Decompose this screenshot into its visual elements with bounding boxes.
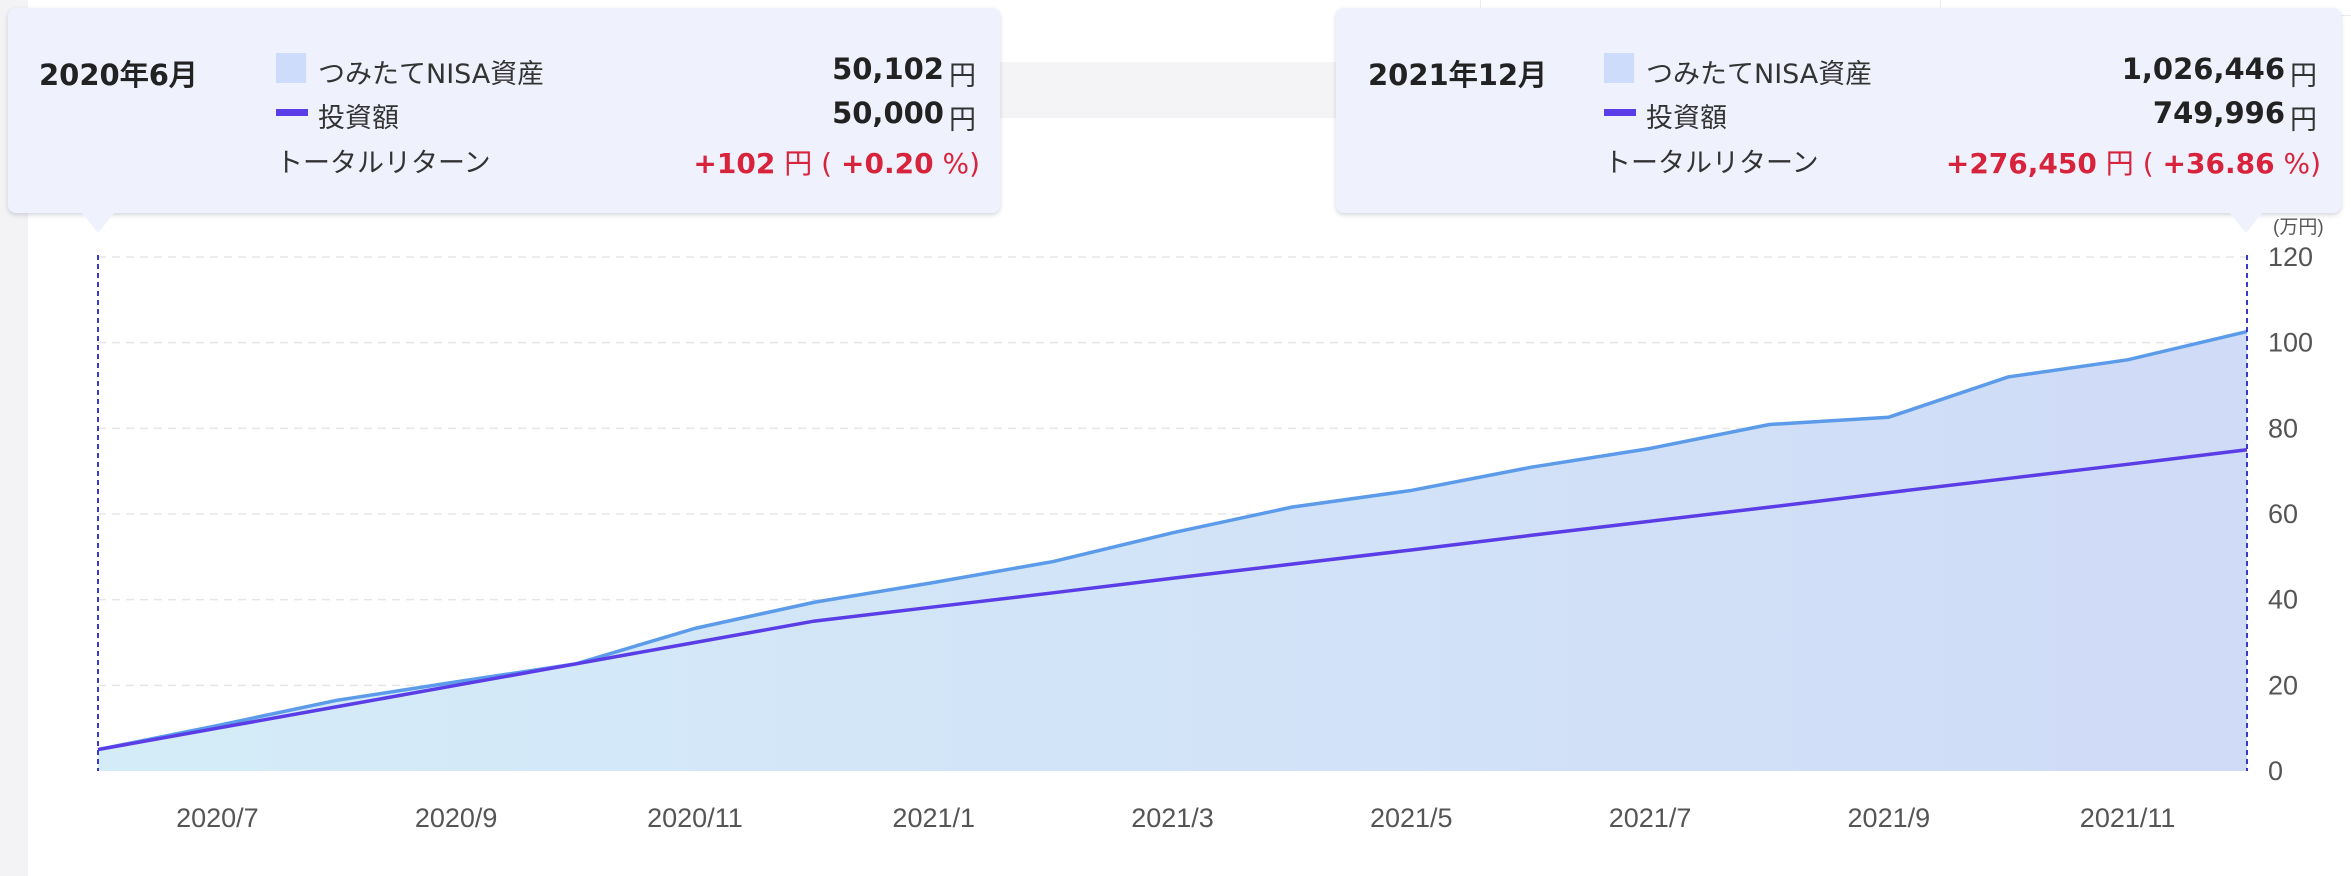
return-paren: ( (2142, 147, 2154, 180)
invest-swatch-icon (276, 109, 308, 116)
invest-unit: 円 (949, 105, 976, 136)
y-tick-label: 80 (2268, 413, 2298, 443)
y-tick-label: 60 (2268, 499, 2298, 529)
series-lines (97, 329, 2248, 752)
tooltip-start: 2020年6月 つみたてNISA資産 50,102 円 投資額 50,000 円… (8, 8, 1000, 233)
return-amount: +102 (693, 147, 776, 180)
invest-label: 投資額 (1646, 103, 1727, 134)
total-return-label: トータルリターン (1604, 148, 1819, 179)
asset-swatch-icon (1604, 53, 1634, 83)
y-axis-unit: (万円) (2273, 217, 2324, 238)
return-unit: 円 (2105, 147, 2134, 180)
invest-value: 50,000 (832, 96, 944, 130)
x-tick-label: 2021/5 (1370, 803, 1453, 833)
investment-series-line (97, 448, 2248, 752)
asset-value: 1,026,446 (2121, 52, 2285, 86)
invest-label: 投資額 (318, 103, 399, 134)
return-amount: +276,450 (1945, 147, 2097, 180)
return-percent-unit: %) (942, 147, 980, 180)
return-paren: ( (821, 147, 833, 180)
tooltip-pointer (82, 213, 114, 233)
hover-cursor-lines (97, 255, 2248, 771)
total-return-value: +276,450 円 ( +36.86 %) (1946, 142, 2321, 182)
y-tick-label: 0 (2268, 756, 2283, 786)
tooltip-end: 2021年12月 つみたてNISA資産 1,026,446 円 投資額 749,… (1336, 8, 2341, 233)
x-tick-label: 2020/11 (647, 803, 743, 833)
asset-series-line (97, 329, 2248, 752)
invest-unit: 円 (2290, 105, 2317, 136)
return-unit: 円 (784, 147, 813, 180)
tooltip-date: 2021年12月 (1368, 58, 1548, 92)
y-tick-label: 120 (2268, 242, 2313, 272)
x-tick-label: 2020/9 (415, 803, 498, 833)
x-tick-label: 2021/9 (1848, 803, 1931, 833)
tooltip-pointer (2230, 213, 2262, 233)
x-axis: 2020/7 2020/9 2020/11 2021/1 2021/3 2021/5 202… (176, 803, 2175, 833)
x-tick-label: 2021/11 (2080, 803, 2176, 833)
tooltip-date: 2020年6月 (39, 58, 198, 92)
return-percent: +0.20 (841, 147, 934, 180)
total-return-label: トータルリターン (276, 148, 491, 179)
asset-label: つみたてNISA資産 (318, 59, 545, 90)
x-tick-label: 2021/3 (1131, 803, 1214, 833)
asset-label: つみたてNISA資産 (1646, 59, 1873, 90)
invest-swatch-icon (1604, 109, 1636, 116)
return-percent: +36.86 (2162, 147, 2275, 180)
y-axis: (万円) 0 20 40 60 80 100 120 (2268, 217, 2324, 786)
x-tick-label: 2020/7 (176, 803, 259, 833)
y-tick-label: 20 (2268, 670, 2298, 700)
invest-value: 749,996 (2152, 96, 2285, 130)
asset-unit: 円 (949, 61, 976, 92)
y-tick-label: 100 (2268, 328, 2313, 358)
asset-area-layer (98, 331, 2247, 771)
asset-swatch-icon (276, 53, 306, 83)
x-tick-label: 2021/1 (892, 803, 975, 833)
asset-unit: 円 (2290, 61, 2317, 92)
asset-area-fill (98, 331, 2247, 771)
x-tick-label: 2021/7 (1609, 803, 1692, 833)
total-return-value: +102 円 ( +0.20 %) (693, 142, 980, 182)
y-tick-label: 40 (2268, 585, 2298, 615)
return-percent-unit: %) (2283, 147, 2321, 180)
asset-value: 50,102 (832, 52, 944, 86)
